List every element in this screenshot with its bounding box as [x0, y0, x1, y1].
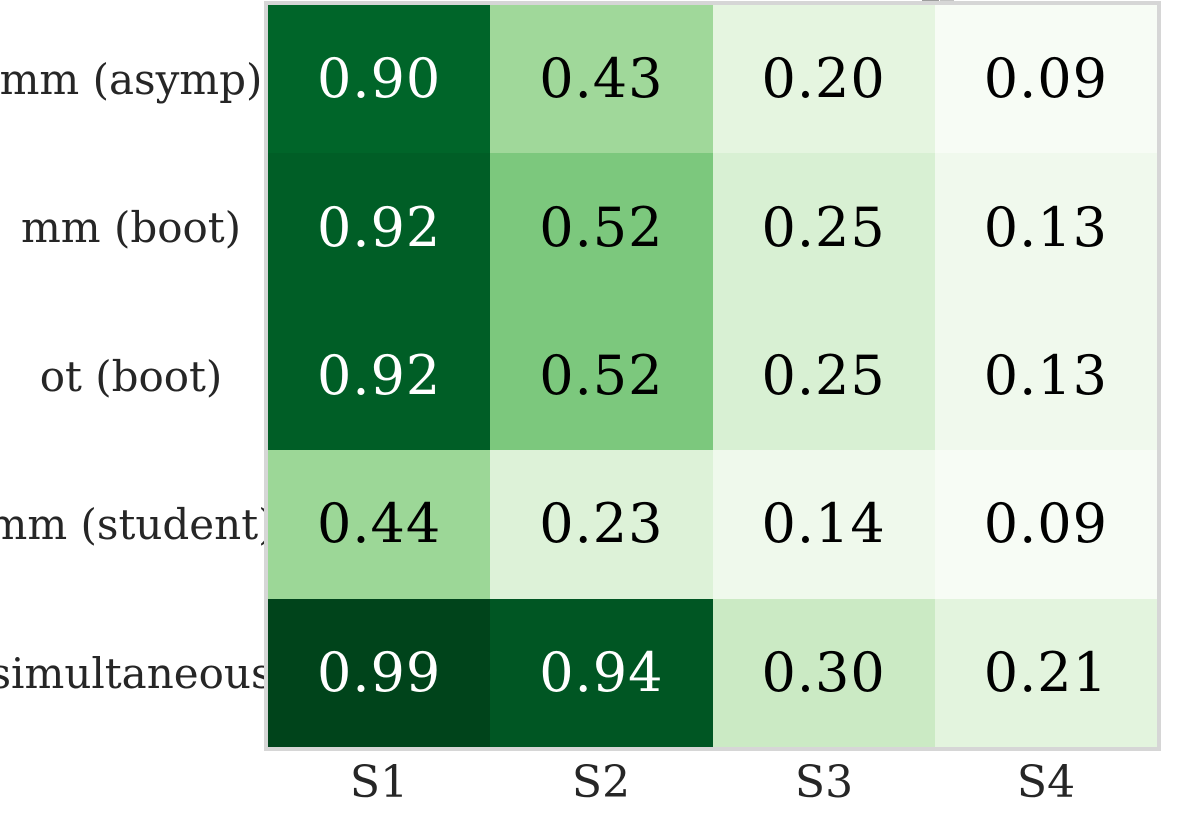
heatmap-grid: 0.90 0.43 0.20 0.09 0.92 0.52 0.25 0.13 0.92 0.52…: [268, 5, 1157, 747]
col-label-s3: S3: [794, 756, 854, 808]
heatmap-cell: 0.09: [934, 450, 1157, 599]
row-label-mm-student: mm (student): [0, 499, 275, 549]
heatmap-cell: 0.25: [712, 153, 935, 302]
heatmap-cell: 0.23: [490, 450, 713, 599]
heatmap-cell: 0.09: [934, 5, 1157, 154]
col-label-s1: S1: [349, 756, 409, 808]
heatmap-cell: 0.52: [490, 153, 713, 302]
heatmap-cell: 0.14: [712, 450, 935, 599]
heatmap-cell: 0.13: [934, 153, 1157, 302]
heatmap-cell: 0.30: [712, 598, 935, 747]
heatmap-cell: 0.90: [268, 5, 491, 154]
row-label-simultaneous: simultaneous: [0, 648, 273, 698]
heatmap-cell: 0.20: [712, 5, 935, 154]
row-label-mm-asymp: mm (asymp): [0, 54, 263, 104]
heatmap-cell: 0.92: [268, 301, 491, 451]
heatmap-cell: 0.44: [268, 450, 491, 599]
row-label-ot-boot: ot (boot): [39, 351, 223, 401]
heatmap-cell: 0.92: [268, 153, 491, 302]
heatmap-cell: 0.43: [490, 5, 713, 154]
heatmap-cell: 0.94: [490, 598, 713, 747]
heatmap-plot-area: 0.90 0.43 0.20 0.09 0.92 0.52 0.25 0.13 0.92 0.52…: [264, 1, 1161, 751]
heatmap-cell: 0.21: [934, 598, 1157, 747]
row-label-mm-boot: mm (boot): [20, 202, 242, 252]
heatmap-cell: 0.99: [268, 598, 491, 747]
heatmap-cell: 0.25: [712, 301, 935, 451]
col-label-s4: S4: [1016, 756, 1076, 808]
col-label-s2: S2: [571, 756, 631, 808]
heatmap-cell: 0.13: [934, 301, 1157, 451]
heatmap-cell: 0.52: [490, 301, 713, 451]
